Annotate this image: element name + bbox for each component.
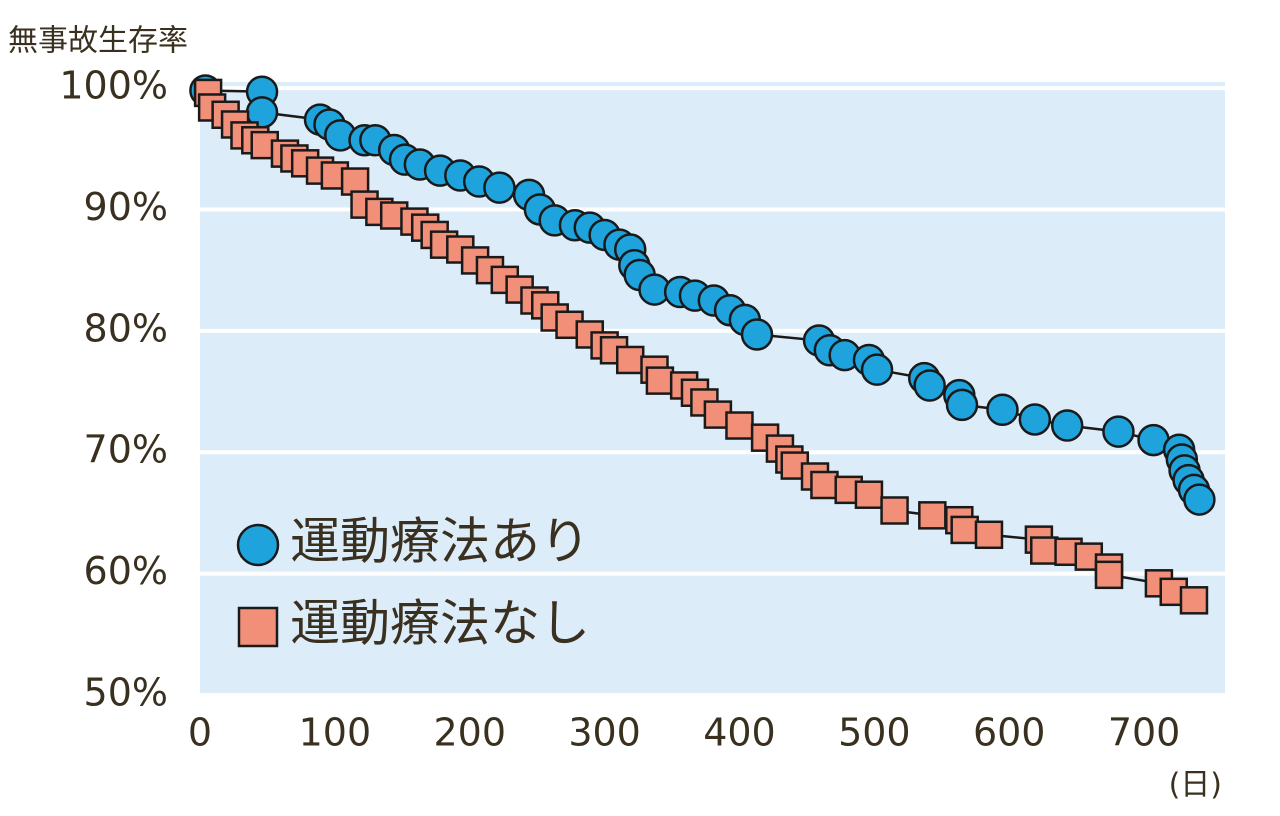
data-point	[483, 171, 516, 204]
legend-marker	[237, 606, 279, 648]
data-point	[986, 393, 1019, 426]
y-tick-label: 50%	[84, 671, 168, 715]
data-point	[1102, 415, 1135, 448]
data-point	[340, 167, 370, 196]
data-point	[913, 369, 946, 402]
data-point	[810, 470, 839, 500]
data-point	[945, 388, 979, 422]
x-tick-label: 700	[1108, 711, 1181, 755]
data-point	[1183, 483, 1216, 516]
legend-label: 運動療法あり	[290, 513, 590, 571]
x-tick-label: 200	[433, 711, 506, 755]
data-point	[974, 520, 1004, 550]
data-point	[950, 515, 979, 545]
legend-marker	[236, 523, 280, 567]
data-point	[1094, 560, 1124, 590]
y-tick-label: 70%	[84, 428, 168, 472]
y-tick-label: 90%	[84, 185, 168, 229]
data-point	[645, 366, 675, 395]
data-point	[918, 501, 947, 530]
y-tick-label: 60%	[84, 549, 168, 593]
x-tick-label: 0	[188, 711, 212, 755]
data-point	[1018, 403, 1052, 436]
x-tick-label: 600	[973, 711, 1046, 755]
data-point	[860, 353, 894, 386]
data-point	[1050, 409, 1084, 442]
y-tick-label: 80%	[84, 306, 168, 350]
data-point	[1030, 536, 1059, 565]
x-tick-label: 500	[838, 711, 911, 755]
data-point	[854, 480, 884, 509]
y-axis-label: 無事故生存率	[8, 24, 188, 59]
x-tick-label: 100	[299, 711, 372, 755]
x-tick-label: 300	[568, 711, 641, 755]
x-tick-label: 400	[703, 711, 776, 755]
legend-label: 運動療法なし	[290, 595, 590, 653]
data-point	[880, 496, 909, 525]
data-point	[740, 318, 774, 351]
data-point	[1179, 586, 1209, 615]
x-axis-label: (日)	[1169, 768, 1222, 803]
data-point	[615, 345, 645, 375]
data-point	[725, 411, 754, 440]
y-tick-label: 100%	[59, 64, 168, 108]
